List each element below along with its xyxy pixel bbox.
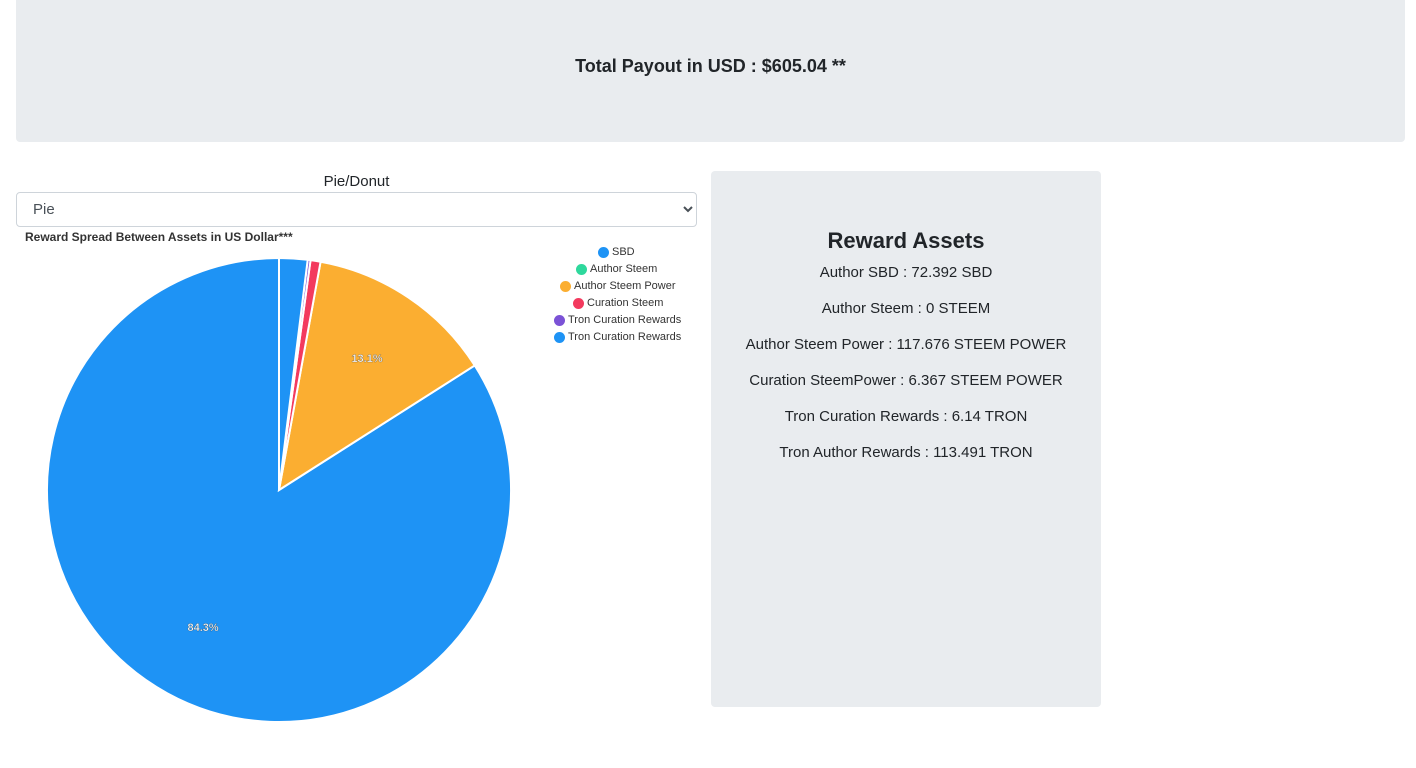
legend-color-dot — [576, 263, 587, 275]
asset-author-steem-power: Author Steem Power : 117.676 STEEM POWER — [745, 336, 1067, 353]
legend-color-dot — [573, 297, 584, 309]
legend-item[interactable]: Author Steem — [576, 263, 657, 275]
legend-label: Author Steem — [590, 263, 658, 275]
legend-label: SBD — [612, 246, 635, 258]
legend-item[interactable]: SBD — [598, 246, 635, 258]
asset-tron-author-rewards: Tron Author Rewards : 113.491 TRON — [779, 444, 1033, 461]
chart-type-select[interactable]: Pie — [16, 192, 697, 227]
chart-title: Reward Spread Between Assets in US Dolla… — [25, 230, 293, 244]
pie-slice[interactable] — [277, 260, 477, 493]
legend-label: Curation Steem — [587, 297, 664, 309]
legend-color-dot — [560, 280, 571, 292]
chart-type-label: Pie/Donut — [323, 173, 390, 190]
legend-color-dot — [598, 246, 609, 258]
reward-assets-title: Reward Assets — [827, 228, 985, 253]
pie-slice[interactable] — [278, 256, 309, 491]
legend-item[interactable]: Author Steem Power — [560, 280, 676, 292]
legend-color-dot — [554, 314, 565, 326]
pie-slice-percent-label: 13.1% — [351, 353, 382, 365]
legend-item[interactable]: Tron Curation Rewards — [554, 314, 681, 326]
asset-author-steem: Author Steem : 0 STEEM — [821, 300, 991, 317]
reward-assets-panel: Reward Assets Author SBD : 72.392 SBD Au… — [711, 171, 1101, 707]
legend-item[interactable]: Curation Steem — [573, 297, 663, 309]
legend-label: Tron Curation Rewards — [568, 314, 682, 326]
pie-slice-percent-label: 84.3% — [187, 622, 218, 634]
pie-chart: 84.3% 13.1% — [46, 256, 512, 723]
legend-label: Tron Curation Rewards — [568, 331, 682, 343]
asset-tron-curation-rewards: Tron Curation Rewards : 6.14 TRON — [784, 408, 1028, 425]
asset-author-sbd: Author SBD : 72.392 SBD — [819, 264, 993, 281]
asset-curation-steem-power: Curation SteemPower : 6.367 STEEM POWER — [749, 372, 1063, 389]
legend-label: Author Steem Power — [574, 280, 676, 292]
legend-color-dot — [554, 331, 565, 343]
legend-item[interactable]: Tron Curation Rewards — [554, 331, 681, 343]
total-payout-text: Total Payout in USD : $605.04 ** — [575, 55, 846, 76]
total-payout-banner: Total Payout in USD : $605.04 ** — [16, 0, 1405, 142]
